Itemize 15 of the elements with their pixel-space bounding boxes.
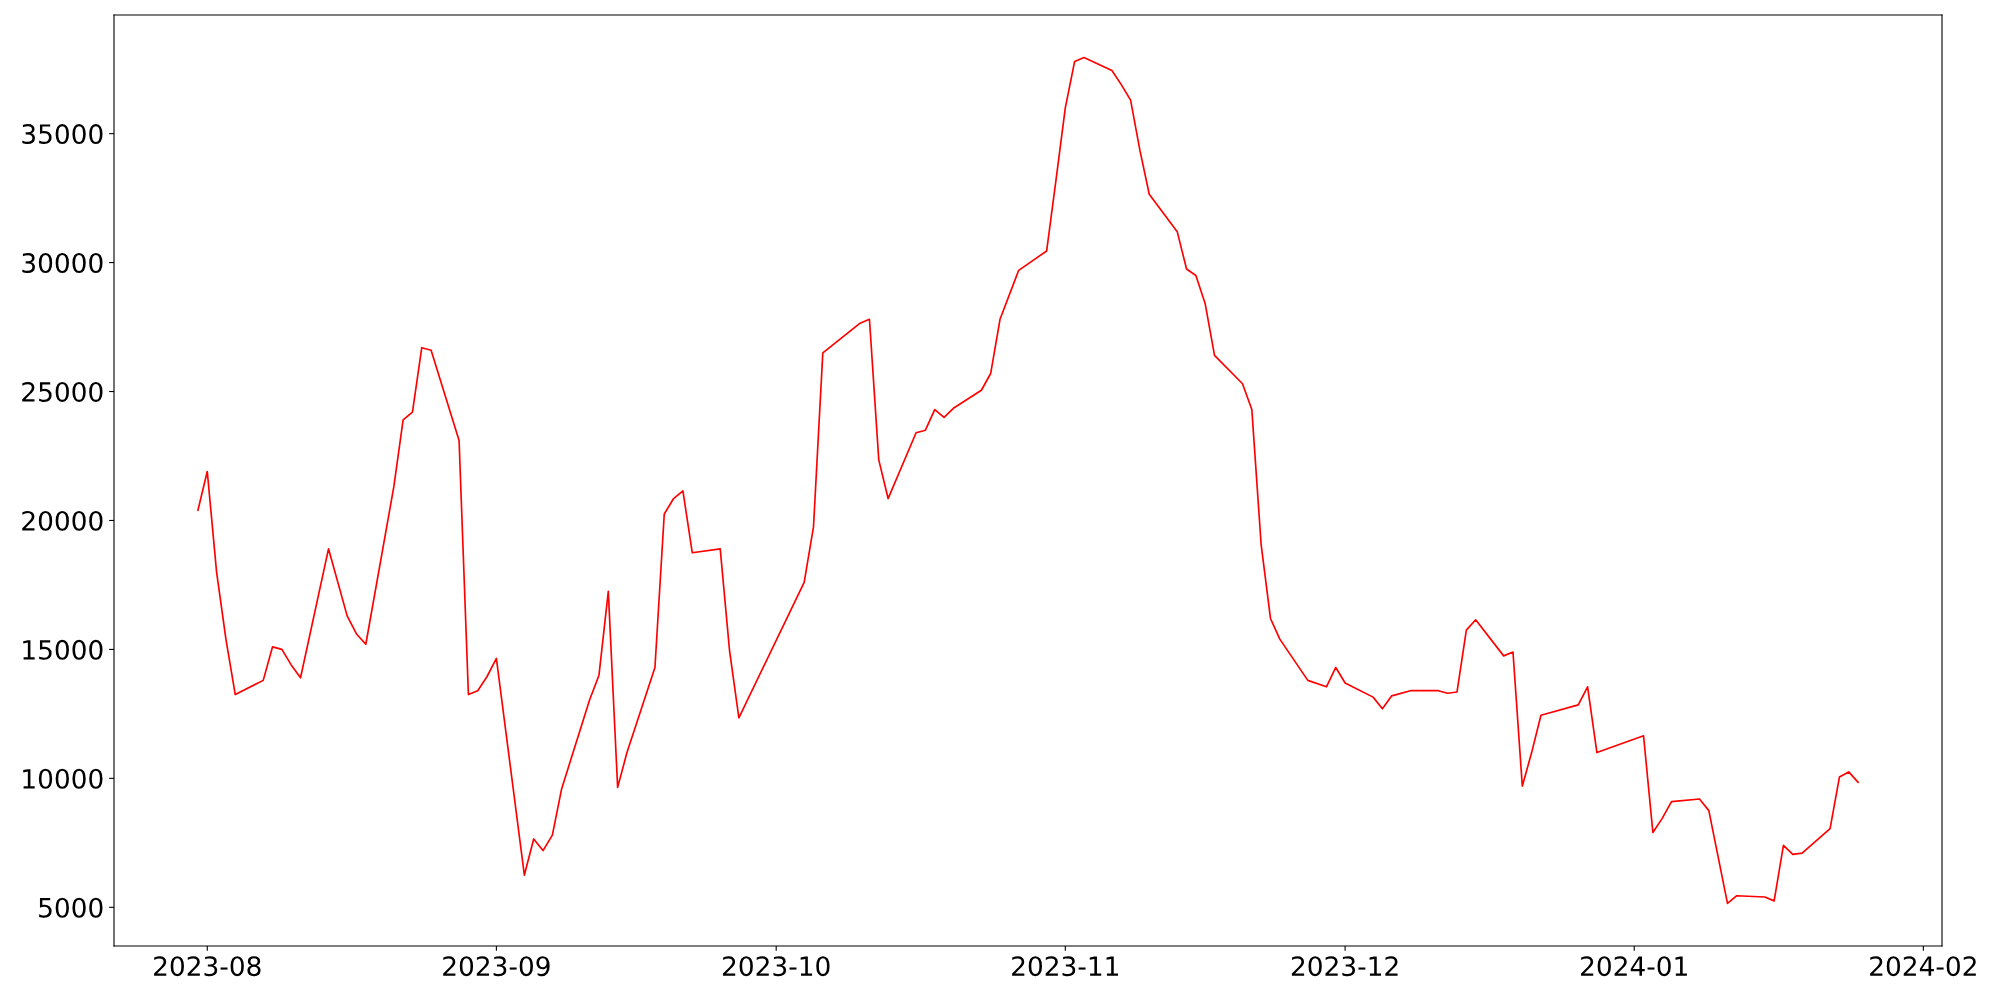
y-tick-label: 10000	[23, 768, 103, 789]
y-tick-label: 15000	[23, 639, 103, 660]
x-tick-label: 2023-09	[443, 956, 550, 977]
x-tick-label: 2024-02	[1870, 956, 1976, 977]
x-tick-label: 2024-01	[1581, 956, 1687, 977]
x-tick-label: 2023-08	[154, 956, 261, 977]
y-tick-label: 30000	[22, 253, 103, 273]
x-tick-label: 2023-10	[722, 956, 830, 977]
y-tick-label: 20000	[22, 510, 103, 531]
x-tick-label: 2023-11	[1012, 956, 1118, 977]
y-tick-label: 25000	[22, 381, 103, 402]
y-tick-label: 5000	[39, 897, 103, 918]
y-tick-label: 35000	[22, 124, 103, 145]
line-series	[197, 56, 1859, 905]
x-tick-label: 2023-12	[1291, 956, 1398, 977]
